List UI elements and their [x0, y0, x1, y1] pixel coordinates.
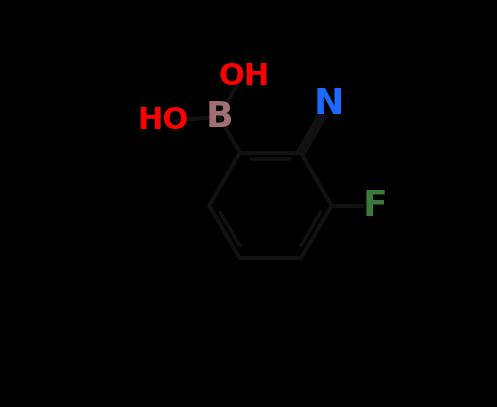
- Text: N: N: [314, 87, 344, 121]
- Text: F: F: [363, 188, 388, 223]
- Text: B: B: [206, 101, 233, 134]
- Text: HO: HO: [138, 106, 189, 135]
- Text: OH: OH: [219, 62, 270, 91]
